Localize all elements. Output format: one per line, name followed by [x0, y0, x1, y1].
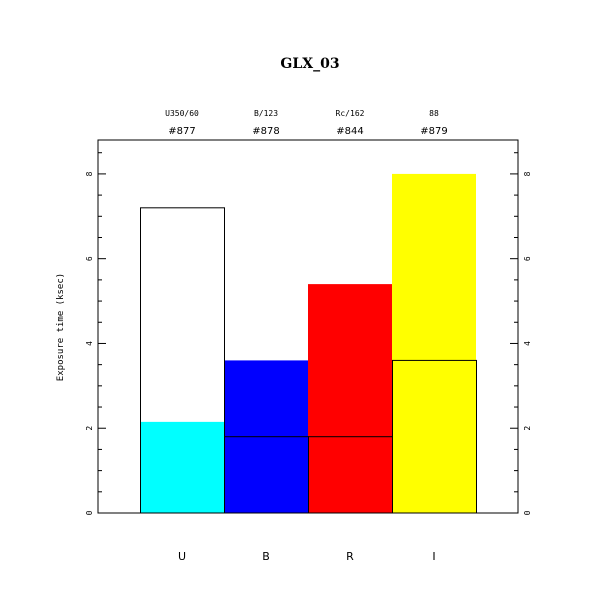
- y-tick-label-right: 2: [523, 426, 532, 431]
- image-id-label: #878: [252, 126, 279, 137]
- y-tick-label-right: 8: [523, 171, 532, 176]
- category-label: B: [262, 550, 270, 563]
- category-label: R: [346, 550, 354, 563]
- chart-title: GLX_03: [280, 56, 339, 72]
- filter-label: 88: [429, 109, 439, 118]
- filter-label: Rc/162: [336, 109, 365, 118]
- category-label: I: [432, 550, 435, 563]
- y-tick-label-left: 2: [85, 426, 94, 431]
- y-tick-label-left: 8: [85, 171, 94, 176]
- category-label: U: [178, 550, 186, 563]
- y-tick-label-right: 6: [523, 256, 532, 261]
- top-labels: U350/60 #877 B/123 #878 Rc/162 #844 88 #879: [165, 109, 448, 137]
- y-tick-label-left: 6: [85, 256, 94, 261]
- axis-tick-labels: 0 0 2 2 4 4 6 6 8 8: [85, 171, 532, 515]
- image-id-label: #877: [168, 126, 195, 137]
- image-id-label: #844: [336, 126, 363, 137]
- y-tick-label-right: 0: [523, 510, 532, 515]
- y-axis-label: Exposure time (ksec): [56, 273, 66, 381]
- filter-label: U350/60: [165, 109, 199, 118]
- bar-filled-r: [308, 284, 392, 513]
- image-id-label: #879: [420, 126, 447, 137]
- bar-filled-i: [392, 173, 476, 513]
- y-tick-label-left: 0: [85, 510, 94, 515]
- bar-filled-u: [140, 421, 224, 513]
- y-tick-label-left: 4: [85, 341, 94, 346]
- y-tick-label-right: 4: [523, 341, 532, 346]
- filter-label: B/123: [254, 109, 278, 118]
- plot-frame: [97, 139, 519, 514]
- axis-ticks: [98, 152, 518, 514]
